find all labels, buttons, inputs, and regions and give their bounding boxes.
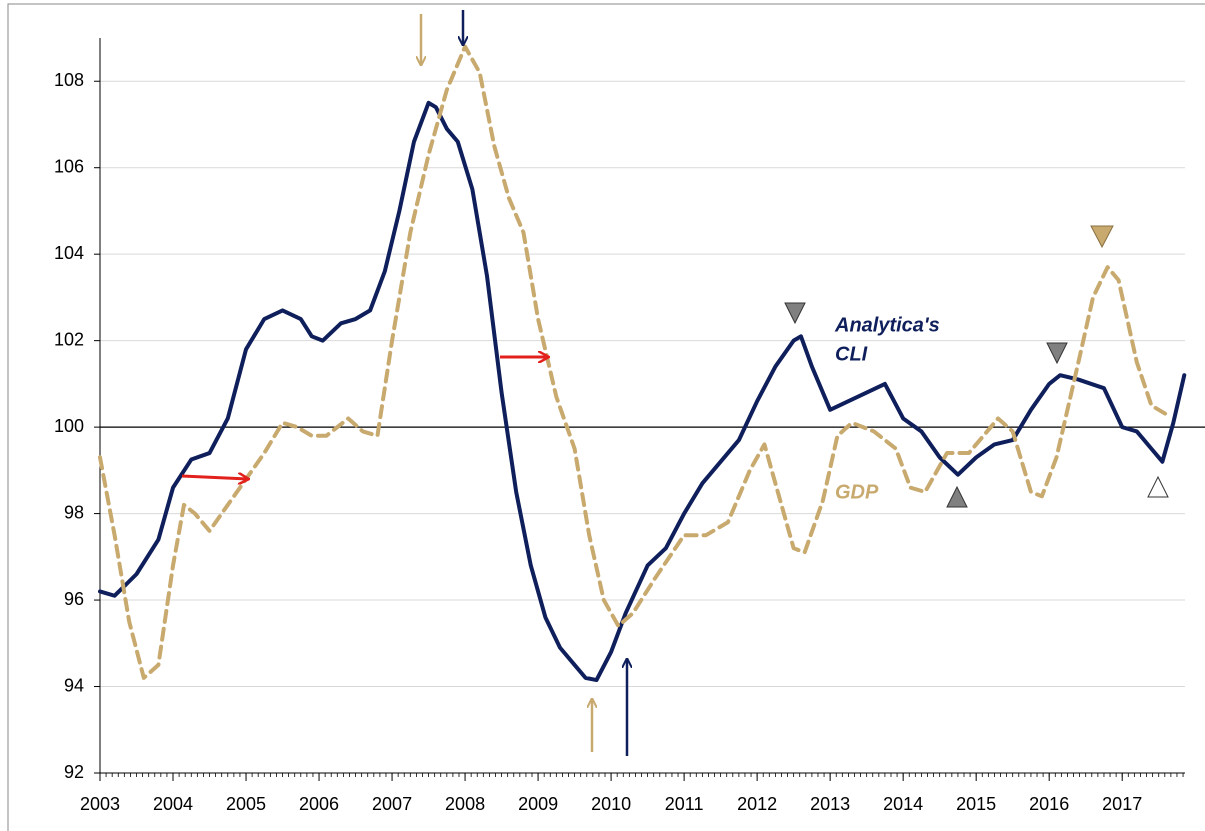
arrow [181, 476, 248, 479]
x-tick-label: 2015 [956, 794, 996, 814]
x-tick-label: 2010 [591, 794, 631, 814]
x-tick-label: 2006 [299, 794, 339, 814]
triangle [1046, 342, 1068, 365]
frame [7, 3, 1205, 831]
x-tick-label: 2009 [518, 794, 558, 814]
x-tick-label: 2017 [1102, 794, 1142, 814]
lines [98, 44, 1187, 683]
series-line [98, 44, 1169, 680]
x-tick-label: 2012 [737, 794, 777, 814]
y-tick-label: 106 [54, 156, 84, 176]
series-line [98, 100, 1187, 683]
y-tick-label: 104 [54, 243, 84, 263]
x-tick-label: 2013 [810, 794, 850, 814]
x-tick-label: 2014 [883, 794, 923, 814]
x-tick-label: 2003 [80, 794, 120, 814]
annotations: Analytica's CLI GDP [181, 10, 1169, 756]
annotation: GDP [835, 481, 879, 503]
annotation: Analytica's [834, 314, 940, 336]
x-tick-label: 2005 [226, 794, 266, 814]
y-tick-label: 100 [54, 416, 84, 436]
x-tick-label: 2008 [445, 794, 485, 814]
triangle [1090, 225, 1114, 249]
y-tick-label: 94 [64, 675, 84, 695]
grid: 92 94 96 98 100 102 104 106 108 2003 2004 2005 2006 2… [54, 38, 1205, 814]
x-tick-label: 2004 [153, 794, 193, 814]
y-tick-label: 102 [54, 329, 84, 349]
triangle [946, 485, 968, 508]
triangle [1147, 475, 1169, 498]
x-tick-label: 2016 [1029, 794, 1069, 814]
triangle [784, 302, 806, 325]
y-tick-label: 92 [64, 762, 84, 782]
x-tick-label: 2007 [372, 794, 412, 814]
annotation: CLI [835, 343, 868, 365]
x-tick-label: 2011 [665, 794, 704, 814]
y-tick-label: 108 [54, 70, 84, 90]
y-tick-label: 96 [64, 589, 84, 609]
y-tick-label: 98 [64, 502, 84, 522]
